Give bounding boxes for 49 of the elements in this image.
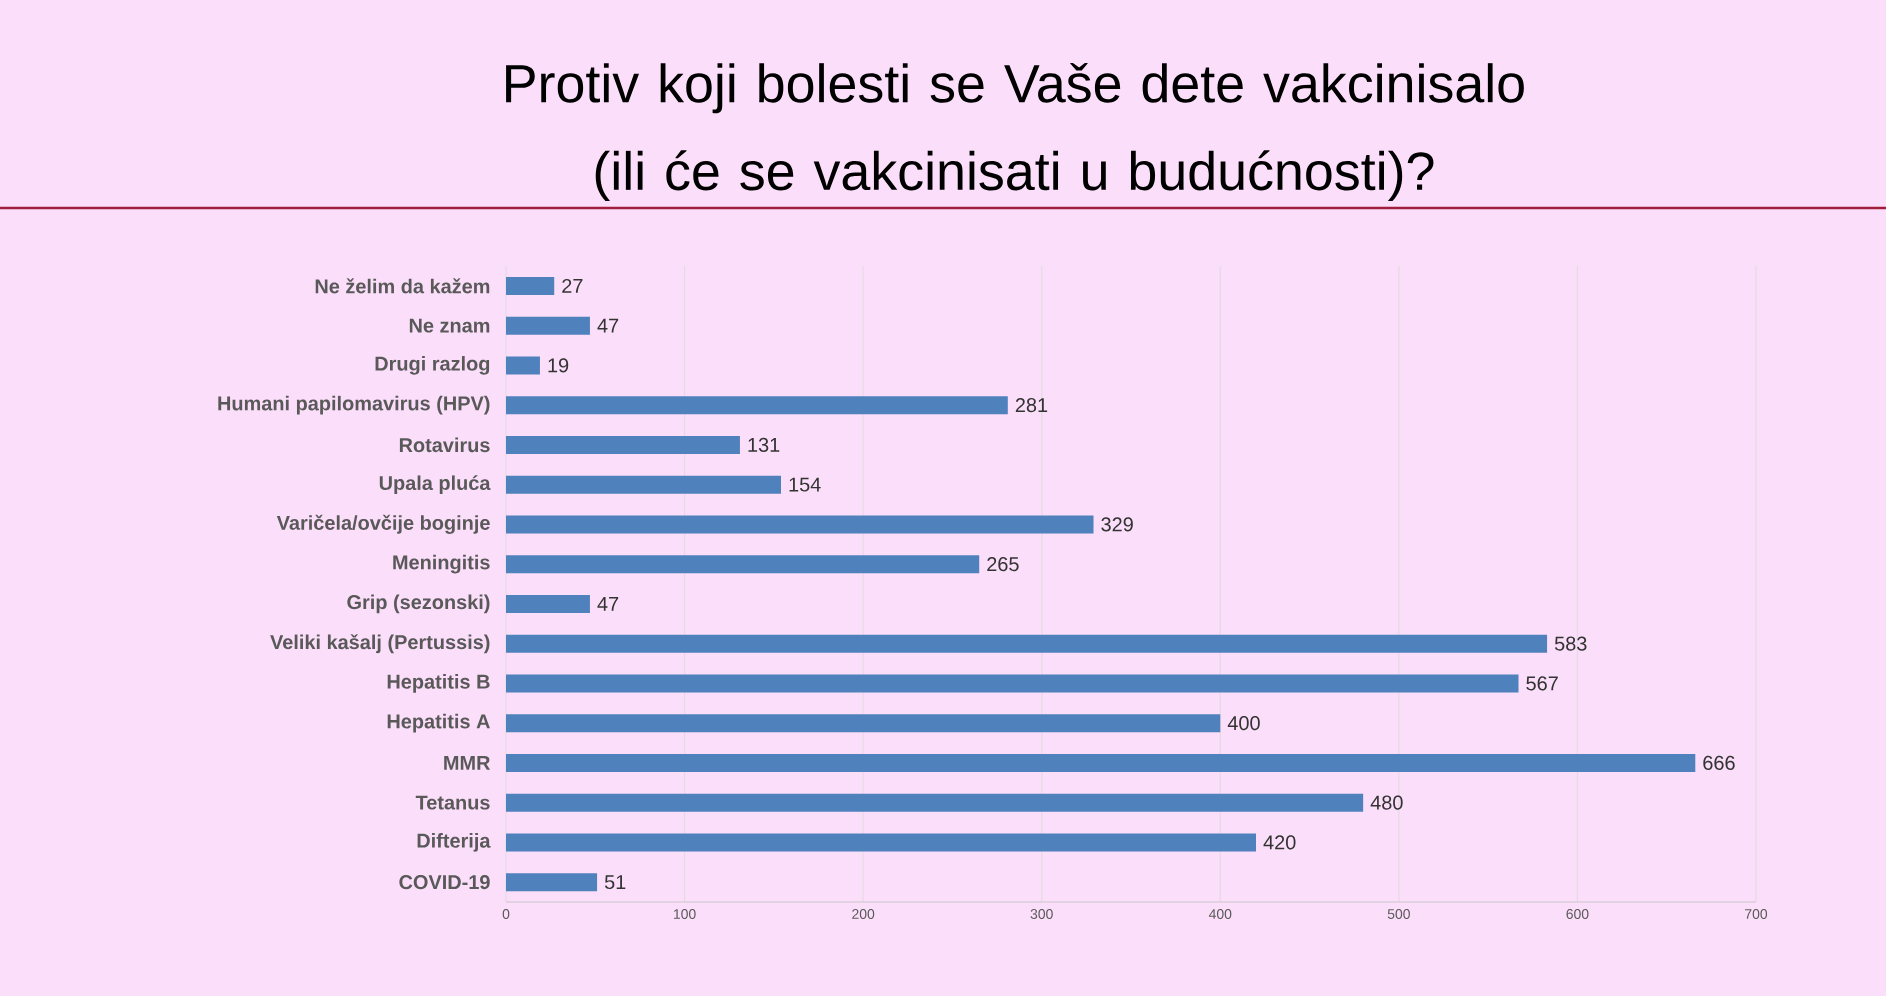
data-label: 27	[562, 278, 583, 293]
data-label: 329	[1101, 517, 1133, 532]
data-label: 265	[987, 557, 1019, 572]
bar	[506, 873, 598, 892]
y-tick-label: Tetanus	[415, 795, 490, 810]
y-tick-label: Grip (sezonski)	[347, 594, 490, 614]
bar	[506, 833, 1256, 852]
data-label: 51	[604, 875, 626, 890]
bar	[506, 316, 590, 335]
data-label: 583	[1554, 636, 1587, 651]
y-tick-label: Difterija	[417, 833, 491, 852]
y-tick-label: Humani papilomavirus (HPV)	[218, 395, 490, 415]
bar	[506, 594, 590, 613]
data-label: 19	[548, 358, 569, 373]
bar	[506, 356, 540, 375]
data-label: 480	[1370, 795, 1403, 810]
y-tick-label: Veliki kašalj (Pertussis)	[270, 634, 490, 654]
data-label: 666	[1703, 755, 1735, 770]
y-tick-label: Drugi razlog	[375, 356, 490, 375]
y-tick-label: Upala pluća	[379, 475, 491, 494]
bar	[506, 396, 1008, 415]
data-label: 47	[597, 318, 619, 333]
y-tick-label: Rotavirus	[399, 437, 490, 453]
data-label: 154	[789, 477, 821, 492]
data-label: 47	[597, 597, 619, 611]
y-tick-label: Meningitis	[393, 554, 490, 574]
bar	[506, 674, 1519, 693]
bar	[506, 714, 1221, 733]
data-label: 131	[748, 437, 780, 452]
bar	[506, 555, 980, 574]
data-label: 567	[1526, 676, 1558, 691]
y-tick-label: Ne znam	[409, 318, 490, 333]
y-tick-label: MMR	[444, 756, 491, 770]
y-tick-label: Hepatitis A	[387, 713, 490, 733]
y-tick-label: Ne želim da kažem	[315, 278, 490, 294]
bar	[506, 634, 1548, 653]
y-tick-label: COVID-19	[399, 875, 490, 890]
bar	[506, 435, 740, 454]
bar	[506, 753, 1696, 772]
data-label: 400	[1227, 716, 1260, 731]
chart-title: Protiv koji bolesti se Vaše dete vakcinisalo (ili će se vakcinisati u budućnosti)?	[506, 62, 1524, 202]
bar	[506, 276, 555, 295]
bar	[506, 793, 1364, 812]
bar	[506, 515, 1094, 534]
y-tick-label: Varičela/ovčije boginje	[276, 514, 490, 534]
data-label: 420	[1263, 835, 1296, 850]
data-label: 281	[1015, 398, 1048, 413]
bar	[506, 475, 781, 494]
y-tick-label: Hepatitis B	[387, 674, 490, 693]
